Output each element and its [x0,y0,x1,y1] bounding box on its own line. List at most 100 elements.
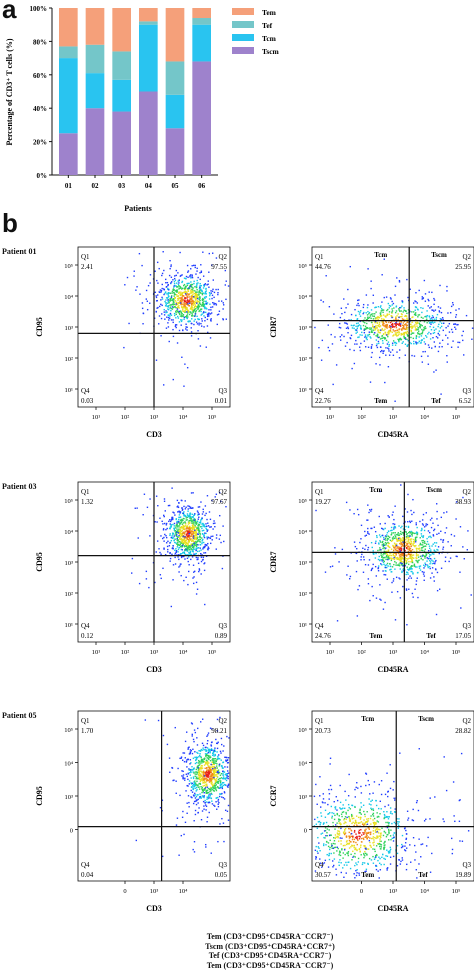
event-dot [427,557,428,558]
event-dot [369,559,370,560]
event-dot [168,317,169,318]
event-dot [169,552,170,553]
event-dot [204,775,205,776]
event-dot [168,284,169,285]
event-dot [439,346,440,347]
event-dot [211,852,212,853]
event-dot [366,519,367,520]
event-dot [391,532,392,533]
event-dot [187,550,188,551]
event-dot [192,300,193,301]
event-dot [200,289,201,290]
event-dot [176,291,177,292]
event-dot [454,535,455,536]
event-dot [356,571,357,572]
event-dot [170,525,171,526]
event-dot [332,566,333,567]
event-dot [363,834,364,835]
event-dot [429,548,430,549]
event-dot [387,336,388,337]
event-dot [132,558,133,559]
event-dot [205,844,206,845]
event-dot [164,301,165,302]
event-dot [224,791,225,792]
x-tick-label: 10⁴ [420,414,430,421]
event-dot [379,560,380,561]
event-dot [395,532,396,533]
bar-segment-tef [166,61,185,94]
event-dot [205,312,206,313]
event-dot [432,523,433,524]
event-dot [183,515,184,516]
event-dot [401,844,402,845]
event-dot [388,839,389,840]
event-dot [197,510,198,511]
event-dot [412,562,413,563]
event-dot [180,286,181,287]
event-dot [213,279,214,280]
event-dot [181,835,182,836]
event-dot [193,778,194,779]
event-dot [212,784,213,785]
event-dot [357,840,358,841]
event-dot [163,515,164,516]
event-dot [176,551,177,552]
event-dot [159,315,160,316]
x-tick-label: 04 [145,182,153,190]
event-dot [219,758,220,759]
event-dot [217,767,218,768]
event-dot [412,499,413,500]
event-dot [438,333,439,334]
event-dot [195,797,196,798]
event-dot [209,295,210,296]
event-dot [393,527,394,528]
event-dot [189,298,190,299]
event-dot [406,566,407,567]
y-axis-label: CD95 [35,317,44,337]
event-dot [218,754,219,755]
event-dot [360,538,361,539]
event-dot [358,336,359,337]
event-dot [323,301,324,302]
event-dot [181,301,182,302]
event-dot [361,792,362,793]
event-dot [191,327,192,328]
event-dot [358,322,359,323]
event-dot [417,577,418,578]
event-dot [212,803,213,804]
event-dot [215,739,216,740]
event-dot [382,312,383,313]
event-dot [187,316,188,317]
event-dot [426,512,427,513]
quadrant-q3-value: 0.05 [215,871,228,879]
event-dot [419,521,420,522]
event-dot [426,538,427,539]
quadrant-q3-value: 17.05 [455,632,471,640]
event-dot [400,533,401,534]
event-dot [205,533,206,534]
event-dot [178,855,179,856]
event-dot [364,814,365,815]
event-dot [178,525,179,526]
event-dot [185,577,186,578]
event-dot [390,839,391,840]
event-dot [355,796,356,797]
event-dot [193,281,194,282]
event-dot [202,293,203,294]
event-dot [172,548,173,549]
event-dot [367,307,368,308]
x-tick-label: 10¹ [326,414,335,421]
event-dot [392,545,393,546]
scatter-points [314,748,470,879]
event-dot [189,545,190,546]
x-tick-label: 10⁴ [179,888,189,895]
event-dot [451,306,452,307]
event-dot [339,323,340,324]
event-dot [366,294,367,295]
event-dot [198,294,199,295]
event-dot [171,315,172,316]
event-dot [383,350,384,351]
event-dot [407,548,408,549]
event-dot [433,310,434,311]
event-dot [426,544,427,545]
